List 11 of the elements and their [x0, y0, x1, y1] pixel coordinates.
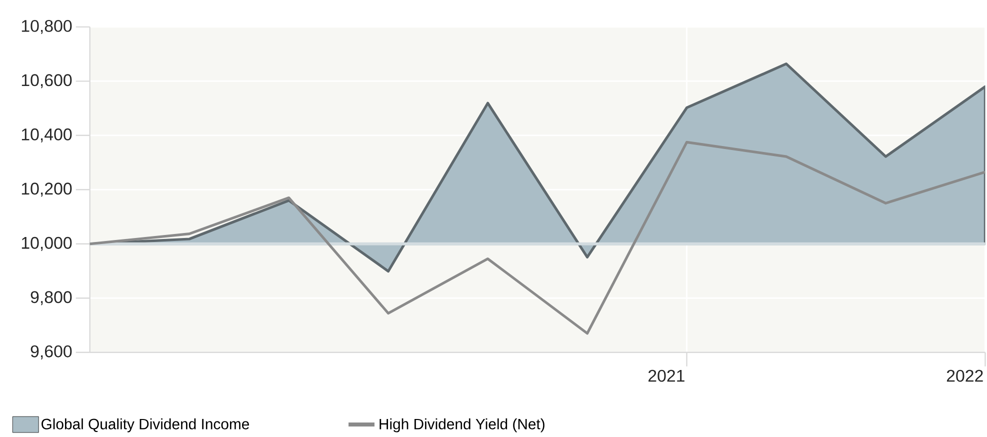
- y-tick-label: 10,000: [22, 236, 72, 251]
- y-tick-label: 9,800: [30, 291, 72, 306]
- legend-label: High Dividend Yield (Net): [380, 418, 544, 432]
- y-tick-label: 10,800: [22, 20, 72, 34]
- legend-label: Global Quality Dividend Income: [42, 418, 250, 432]
- x-tick-label: 2022: [946, 370, 983, 382]
- y-tick-label: 10,600: [22, 74, 72, 88]
- y-tick-label: 9,600: [30, 345, 72, 360]
- y-tick-label: 10,200: [22, 182, 72, 197]
- y-tick-label: 10,400: [22, 128, 72, 142]
- x-tick-label: 2021: [648, 370, 684, 382]
